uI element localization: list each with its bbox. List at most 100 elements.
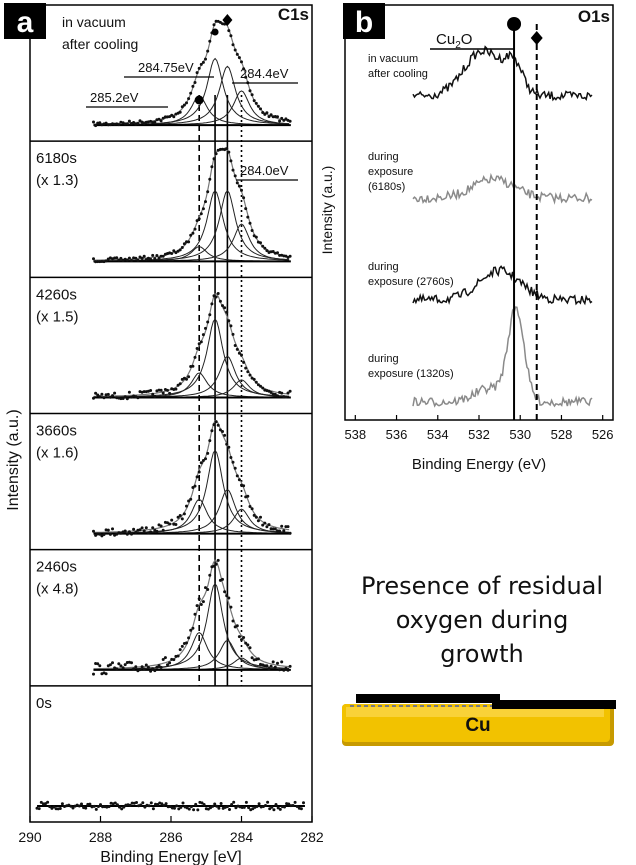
cu-highlight bbox=[346, 707, 604, 717]
c1s-data-point bbox=[179, 805, 183, 809]
o1s-x-tick-label: 528 bbox=[551, 427, 573, 442]
c1s-data-point bbox=[155, 529, 159, 533]
c1s-data-point bbox=[199, 212, 203, 216]
c1s-data-point bbox=[269, 391, 273, 394]
c1s-data-point bbox=[128, 803, 132, 807]
c1s-data-point bbox=[204, 457, 207, 461]
o1s-x-tick-label: 536 bbox=[386, 427, 408, 442]
c1s-data-point bbox=[231, 332, 235, 336]
c1s-data-point bbox=[219, 802, 223, 805]
c1s-data-point bbox=[178, 382, 182, 386]
c1s-data-point bbox=[242, 196, 246, 200]
c1s-data-point bbox=[92, 804, 96, 808]
c1s-series-label: (x 1.5) bbox=[36, 308, 79, 325]
c1s-envelope bbox=[93, 293, 290, 398]
c1s-data-point bbox=[191, 364, 195, 368]
c1s-data-point bbox=[293, 800, 297, 804]
o1s-series-label: during bbox=[368, 151, 399, 163]
c1s-data-point bbox=[282, 529, 286, 533]
o1s-x-tick-label: 532 bbox=[468, 427, 490, 442]
c1s-data-point bbox=[125, 397, 129, 401]
c1s-data-point bbox=[147, 804, 151, 808]
c1s-data-point bbox=[92, 529, 95, 533]
c1s-data-point bbox=[225, 310, 229, 314]
c1s-data-point bbox=[108, 395, 112, 399]
c1s-data-point bbox=[264, 804, 267, 807]
c1s-data-point bbox=[231, 43, 235, 47]
c1s-data-point bbox=[284, 525, 288, 529]
c1s-data-point bbox=[164, 802, 168, 806]
c1s-data-point bbox=[96, 662, 100, 666]
c1s-component-peak bbox=[93, 355, 290, 398]
c1s-data-point bbox=[199, 340, 203, 344]
c1s-data-point bbox=[151, 253, 155, 257]
c1s-data-point bbox=[160, 802, 164, 806]
c1s-data-point bbox=[208, 573, 212, 577]
c1s-data-point bbox=[278, 119, 282, 123]
c1s-data-point bbox=[182, 512, 186, 516]
c1s-data-point bbox=[94, 124, 98, 128]
c1s-data-point bbox=[157, 117, 161, 121]
c1s-data-point bbox=[170, 252, 174, 255]
c1s-data-point bbox=[115, 803, 119, 807]
c1s-data-point bbox=[195, 475, 199, 479]
c1s-data-point bbox=[273, 392, 277, 396]
c1s-data-point bbox=[170, 113, 174, 117]
c1s-data-point bbox=[232, 800, 236, 804]
c1s-data-point bbox=[234, 806, 238, 810]
c1s-data-point bbox=[197, 66, 201, 70]
graphene-layer-left bbox=[356, 694, 500, 703]
c1s-data-point bbox=[140, 665, 144, 669]
c1s-data-point bbox=[218, 428, 222, 432]
c1s-data-point bbox=[52, 805, 56, 809]
c1s-data-point bbox=[248, 373, 252, 377]
c1s-component-peak bbox=[93, 189, 290, 262]
c1s-data-point bbox=[172, 249, 176, 253]
c1s-data-point bbox=[299, 807, 303, 811]
c1s-data-point bbox=[189, 497, 193, 501]
c1s-data-point bbox=[136, 258, 140, 262]
c1s-data-point bbox=[134, 665, 138, 669]
c1s-data-point bbox=[121, 666, 125, 670]
c1s-data-point bbox=[149, 257, 153, 261]
c1s-data-point bbox=[130, 532, 133, 536]
c1s-data-point bbox=[174, 387, 178, 391]
o1s-x-tick-label: 538 bbox=[344, 427, 366, 442]
c1s-data-point bbox=[130, 259, 133, 262]
c1s-data-point bbox=[130, 661, 133, 665]
c1s-data-point bbox=[138, 668, 142, 672]
c1s-data-point bbox=[210, 429, 214, 433]
c1s-data-point bbox=[237, 635, 241, 639]
c1s-data-point bbox=[187, 375, 191, 379]
c1s-data-point bbox=[218, 299, 222, 303]
c1s-data-point bbox=[127, 256, 131, 260]
c1s-data-point bbox=[142, 667, 146, 671]
c1s-data-point bbox=[204, 200, 207, 204]
c1s-data-point bbox=[291, 804, 295, 807]
c1s-series-label: in vacuum bbox=[62, 14, 126, 30]
c1s-data-point bbox=[180, 644, 184, 648]
c1s-data-point bbox=[276, 394, 279, 398]
c1s-data-point bbox=[254, 515, 258, 519]
c1s-data-point bbox=[228, 808, 231, 811]
c1s-data-point bbox=[117, 123, 121, 127]
c1s-data-point bbox=[48, 805, 52, 809]
c1s-data-point bbox=[113, 801, 117, 805]
c1s-data-point bbox=[214, 420, 218, 424]
c1s-data-point bbox=[96, 805, 100, 808]
c1s-data-point bbox=[191, 231, 195, 235]
c1s-data-point bbox=[208, 39, 212, 43]
c1s-data-point bbox=[280, 391, 284, 395]
c1s-data-point bbox=[127, 530, 131, 534]
c1s-data-point bbox=[194, 802, 198, 806]
c1s-data-point bbox=[233, 344, 237, 347]
c1s-data-point bbox=[240, 188, 243, 192]
c1s-data-point bbox=[206, 451, 210, 455]
c1s-data-point bbox=[94, 391, 98, 395]
c1s-data-point bbox=[153, 669, 157, 673]
c1s-data-point bbox=[98, 664, 102, 668]
c1s-data-point bbox=[195, 71, 199, 75]
c1s-data-point bbox=[106, 528, 110, 532]
c1s-peak-label: 285.2eV bbox=[90, 90, 139, 105]
c1s-data-point bbox=[229, 456, 233, 459]
